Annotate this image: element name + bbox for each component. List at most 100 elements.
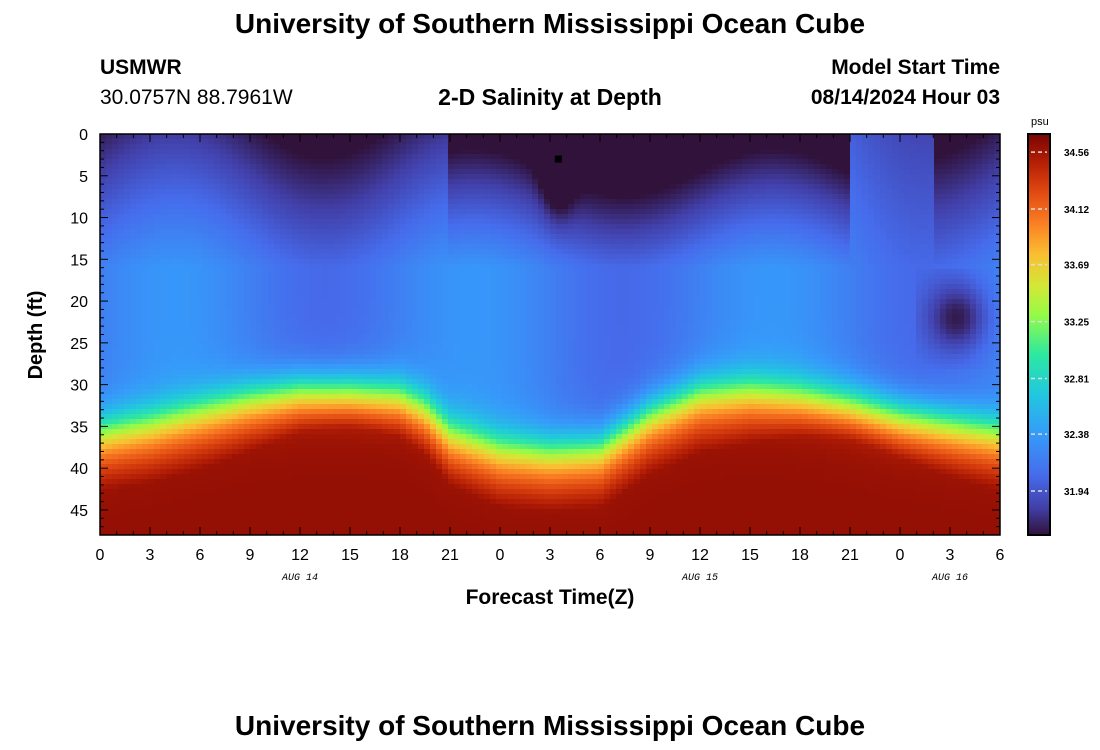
- heatmap-cell: [106, 484, 113, 490]
- heatmap-cell: [298, 509, 305, 515]
- heatmap-cell: [418, 409, 425, 415]
- heatmap-cell: [316, 274, 323, 280]
- heatmap-cell: [322, 494, 329, 500]
- heatmap-cell: [316, 319, 323, 325]
- heatmap-cell: [388, 304, 395, 310]
- heatmap-cell: [124, 139, 131, 145]
- heatmap-cell: [124, 394, 131, 400]
- heatmap-cell: [340, 189, 347, 195]
- heatmap-cell: [310, 389, 317, 395]
- heatmap-cell: [286, 269, 293, 275]
- heatmap-cell: [448, 229, 455, 235]
- heatmap-cell: [346, 349, 353, 355]
- heatmap-cell: [394, 434, 401, 440]
- heatmap-cell: [298, 134, 305, 140]
- heatmap-cell: [166, 464, 173, 470]
- heatmap-cell: [160, 339, 167, 345]
- heatmap-cell: [262, 319, 269, 325]
- heatmap-cell: [280, 399, 287, 405]
- heatmap-cell: [214, 319, 221, 325]
- heatmap-cell: [382, 144, 389, 150]
- heatmap-cell: [196, 304, 203, 310]
- heatmap-cell: [244, 334, 251, 340]
- heatmap-cell: [370, 529, 377, 535]
- heatmap-cell: [334, 234, 341, 240]
- heatmap-cell: [136, 454, 143, 460]
- heatmap-cell: [268, 324, 275, 330]
- heatmap-cell: [100, 469, 107, 475]
- heatmap-cell: [436, 484, 443, 490]
- heatmap-cell: [244, 304, 251, 310]
- heatmap-cell: [442, 269, 449, 275]
- heatmap-cell: [418, 414, 425, 420]
- heatmap-cell: [202, 269, 209, 275]
- heatmap-cell: [262, 169, 269, 175]
- heatmap-cell: [166, 239, 173, 245]
- heatmap-cell: [370, 349, 377, 355]
- heatmap-cell: [406, 209, 413, 215]
- heatmap-cell: [292, 314, 299, 320]
- heatmap-cell: [214, 394, 221, 400]
- heatmap-cell: [388, 409, 395, 415]
- heatmap-cell: [142, 214, 149, 220]
- heatmap-cell: [250, 139, 257, 145]
- heatmap-cell: [310, 154, 317, 160]
- heatmap-cell: [304, 499, 311, 505]
- heatmap-cell: [274, 269, 281, 275]
- heatmap-cell: [196, 459, 203, 465]
- heatmap-cell: [100, 529, 107, 535]
- heatmap-cell: [118, 484, 125, 490]
- heatmap-cell: [280, 239, 287, 245]
- heatmap-cell: [250, 169, 257, 175]
- heatmap-cell: [340, 184, 347, 190]
- heatmap-cell: [124, 289, 131, 295]
- heatmap-cell: [136, 334, 143, 340]
- heatmap-cell: [298, 224, 305, 230]
- heatmap-cell: [382, 519, 389, 525]
- heatmap-cell: [304, 484, 311, 490]
- heatmap-cell: [274, 314, 281, 320]
- heatmap-cell: [106, 204, 113, 210]
- heatmap-cell: [346, 149, 353, 155]
- heatmap-cell: [286, 164, 293, 170]
- heatmap-cell: [214, 409, 221, 415]
- heatmap-cell: [340, 394, 347, 400]
- heatmap-cell: [106, 339, 113, 345]
- heatmap-cell: [292, 379, 299, 385]
- heatmap-cell: [244, 309, 251, 315]
- heatmap-cell: [274, 134, 281, 140]
- heatmap-cell: [406, 294, 413, 300]
- heatmap-cell: [454, 489, 461, 495]
- heatmap-cell: [274, 494, 281, 500]
- heatmap-cell: [142, 389, 149, 395]
- heatmap-cell: [142, 289, 149, 295]
- heatmap-cell: [400, 194, 407, 200]
- heatmap-cell: [442, 309, 449, 315]
- heatmap-cell: [412, 394, 419, 400]
- heatmap-cell: [214, 174, 221, 180]
- heatmap-cell: [364, 229, 371, 235]
- heatmap-cell: [280, 524, 287, 530]
- heatmap-cell: [316, 304, 323, 310]
- heatmap-cell: [100, 484, 107, 490]
- heatmap-cell: [376, 354, 383, 360]
- heatmap-cell: [160, 329, 167, 335]
- heatmap-cell: [256, 244, 263, 250]
- heatmap-cell: [208, 214, 215, 220]
- heatmap-cell: [124, 449, 131, 455]
- heatmap-cell: [226, 219, 233, 225]
- heatmap-cell: [160, 269, 167, 275]
- heatmap-cell: [406, 149, 413, 155]
- heatmap-cell: [220, 339, 227, 345]
- heatmap-cell: [412, 289, 419, 295]
- heatmap-cell: [244, 404, 251, 410]
- heatmap-cell: [202, 359, 209, 365]
- heatmap-cell: [196, 509, 203, 515]
- heatmap-cell: [226, 474, 233, 480]
- heatmap-cell: [286, 399, 293, 405]
- heatmap-cell: [160, 234, 167, 240]
- heatmap-cell: [124, 229, 131, 235]
- heatmap-cell: [430, 334, 437, 340]
- heatmap-cell: [388, 524, 395, 530]
- heatmap-cell: [112, 519, 119, 525]
